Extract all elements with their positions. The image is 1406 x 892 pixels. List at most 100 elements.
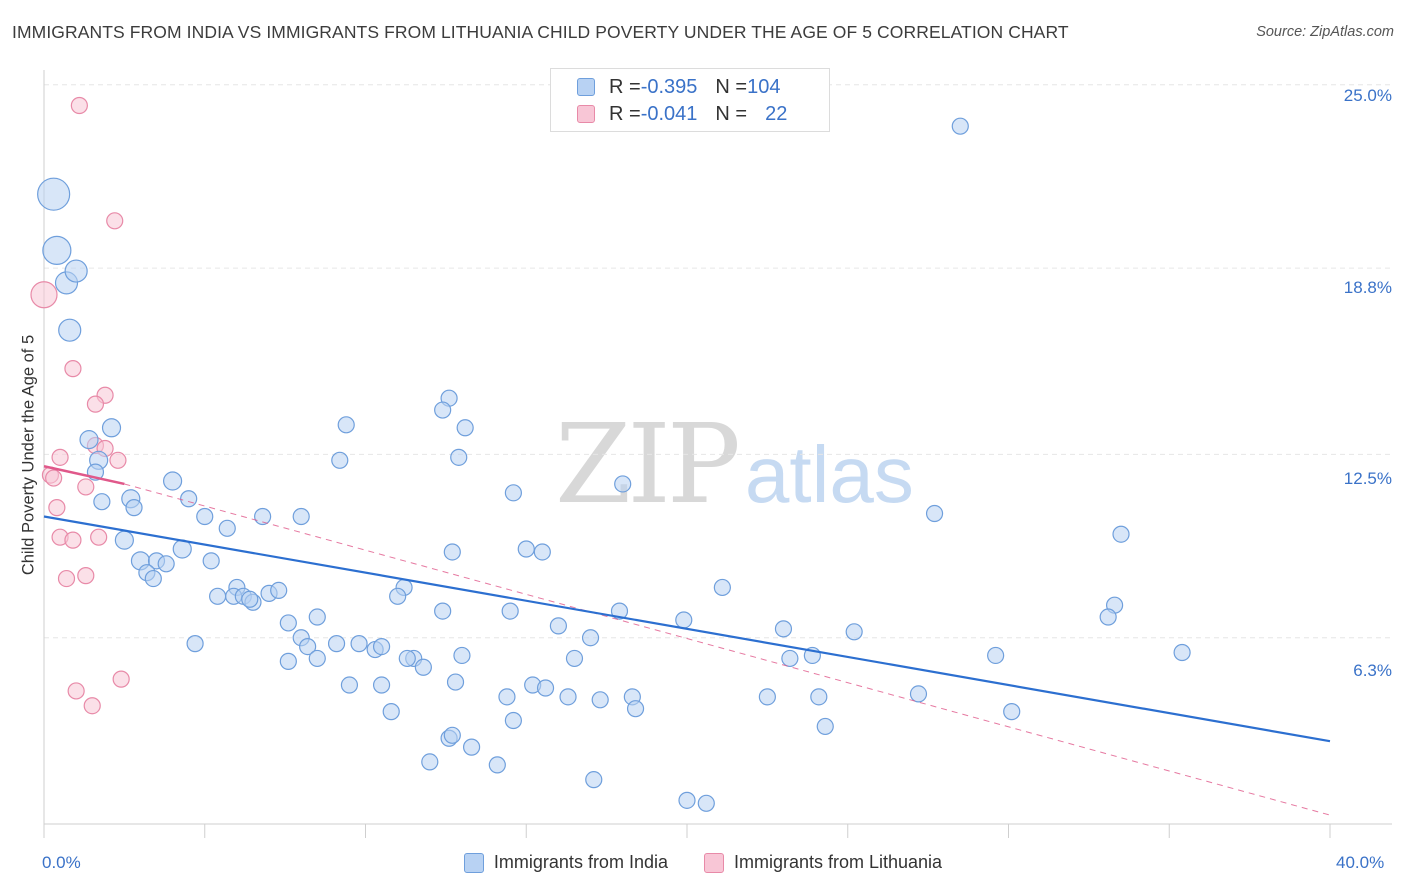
india-point-6 xyxy=(101,418,122,438)
india-point-23 xyxy=(202,552,220,570)
india-point-64 xyxy=(504,484,522,502)
source-label: Source: ZipAtlas.com xyxy=(1256,24,1394,40)
india-point-9 xyxy=(163,471,183,491)
india-point-20 xyxy=(157,555,175,573)
india-trend-line xyxy=(43,515,1331,743)
india-point-98 xyxy=(925,504,944,523)
india-point-13 xyxy=(180,490,198,508)
india-point-60 xyxy=(453,646,471,665)
watermark: ZIP atlas xyxy=(555,400,914,528)
india-point-54 xyxy=(434,401,452,419)
india-point-93 xyxy=(816,717,834,736)
india-point-88 xyxy=(774,620,793,638)
india-n-value: 104 xyxy=(747,75,781,98)
india-point-76 xyxy=(443,726,461,744)
lithuania-point-12 xyxy=(77,478,95,496)
india-point-29 xyxy=(241,590,259,608)
lithuania-point-15 xyxy=(64,531,82,549)
india-point-81 xyxy=(610,602,629,620)
india-point-100 xyxy=(987,646,1005,665)
india-point-44 xyxy=(372,637,391,656)
india-point-41 xyxy=(308,649,326,668)
legend-row-india: R = -0.395 N = 104 xyxy=(577,75,780,99)
lithuania-trend-line xyxy=(43,464,125,486)
india-point-33 xyxy=(292,507,310,526)
india-point-14 xyxy=(196,507,214,526)
india-point-50 xyxy=(434,602,452,620)
india-point-91 xyxy=(758,688,776,706)
india-point-63 xyxy=(501,602,519,620)
watermark-zip: ZIP xyxy=(555,400,741,528)
india-point-97 xyxy=(909,685,928,703)
india-point-80 xyxy=(591,691,609,709)
india-point-72 xyxy=(549,617,568,635)
india-point-86 xyxy=(675,611,693,629)
india-point-49 xyxy=(414,658,432,676)
india-point-83 xyxy=(626,700,645,718)
india-point-35 xyxy=(279,614,297,632)
india-point-87 xyxy=(713,578,731,597)
y-tick-label-12-5: 12.5% xyxy=(1343,469,1392,488)
lithuania-point-5 xyxy=(86,395,105,413)
y-tick-label-6-3: 6.3% xyxy=(1353,661,1392,680)
y-tick-label-18-8: 18.8% xyxy=(1343,278,1392,297)
lithuania-point-8 xyxy=(51,448,69,466)
india-point-57 xyxy=(331,451,349,469)
india-point-104 xyxy=(1099,608,1117,626)
india-point-3 xyxy=(64,259,88,283)
legend-item-lithuania: Immigrants from Lithuania xyxy=(703,852,943,873)
india-point-25 xyxy=(209,587,227,605)
lithuania-point-20 xyxy=(67,682,85,700)
india-point-73 xyxy=(565,649,584,668)
india-point-31 xyxy=(270,581,288,600)
india-point-46 xyxy=(372,676,391,694)
india-point-79 xyxy=(421,753,439,771)
correlation-legend: R = -0.395 N = 104 R = -0.041 N = 22 xyxy=(550,68,830,132)
india-point-11 xyxy=(93,493,111,511)
india-point-4 xyxy=(58,318,82,342)
india-point-85 xyxy=(585,771,603,789)
lithuania-point-16 xyxy=(90,528,108,546)
y-tick-label-25: 25.0% xyxy=(1343,86,1392,105)
lithuania-point-17 xyxy=(77,567,95,585)
lithuania-point-9 xyxy=(109,451,127,469)
series-legend: Immigrants from India Immigrants from Li… xyxy=(0,852,1406,873)
india-point-0 xyxy=(37,177,71,211)
india-point-40 xyxy=(279,652,297,670)
india-point-77 xyxy=(462,738,481,756)
india-point-74 xyxy=(581,629,600,647)
legend-item-india: Immigrants from India xyxy=(463,852,668,873)
legend-lithuania-swatch xyxy=(703,852,724,873)
india-r-label: R = xyxy=(609,75,641,98)
y-axis-label: Child Poverty Under the Age of 5 xyxy=(19,334,38,576)
india-point-52 xyxy=(389,587,407,605)
india-point-36 xyxy=(308,608,326,626)
chart-title: IMMIGRANTS FROM INDIA VS IMMIGRANTS FROM… xyxy=(12,22,1069,42)
lithuania-point-2 xyxy=(30,281,58,309)
india-point-61 xyxy=(446,673,465,691)
lithuania-r-value: -0.041 xyxy=(640,102,698,125)
lithuania-point-3 xyxy=(64,360,82,378)
lithuania-point-21 xyxy=(83,697,101,715)
india-point-66 xyxy=(533,543,551,561)
legend-india-label: Immigrants from India xyxy=(493,852,668,872)
lithuania-point-0 xyxy=(70,96,88,115)
watermark-atlas: atlas xyxy=(744,430,914,519)
india-point-101 xyxy=(1003,703,1021,721)
india-point-90 xyxy=(781,649,799,668)
lithuania-point-13 xyxy=(48,499,66,517)
legend-lithuania-label: Immigrants from Lithuania xyxy=(733,852,943,872)
india-point-99 xyxy=(951,117,969,135)
india-point-78 xyxy=(488,756,506,774)
india-n-label: N = xyxy=(715,75,748,98)
india-point-96 xyxy=(697,794,715,812)
india-point-65 xyxy=(517,540,535,558)
lithuania-point-19 xyxy=(112,670,130,688)
lithuania-n-value: 22 xyxy=(765,102,788,125)
india-point-39 xyxy=(327,635,346,653)
lithuania-swatch xyxy=(577,105,595,123)
india-point-17 xyxy=(218,519,236,537)
india-r-value: -0.395 xyxy=(640,75,698,98)
india-point-102 xyxy=(1112,525,1130,543)
